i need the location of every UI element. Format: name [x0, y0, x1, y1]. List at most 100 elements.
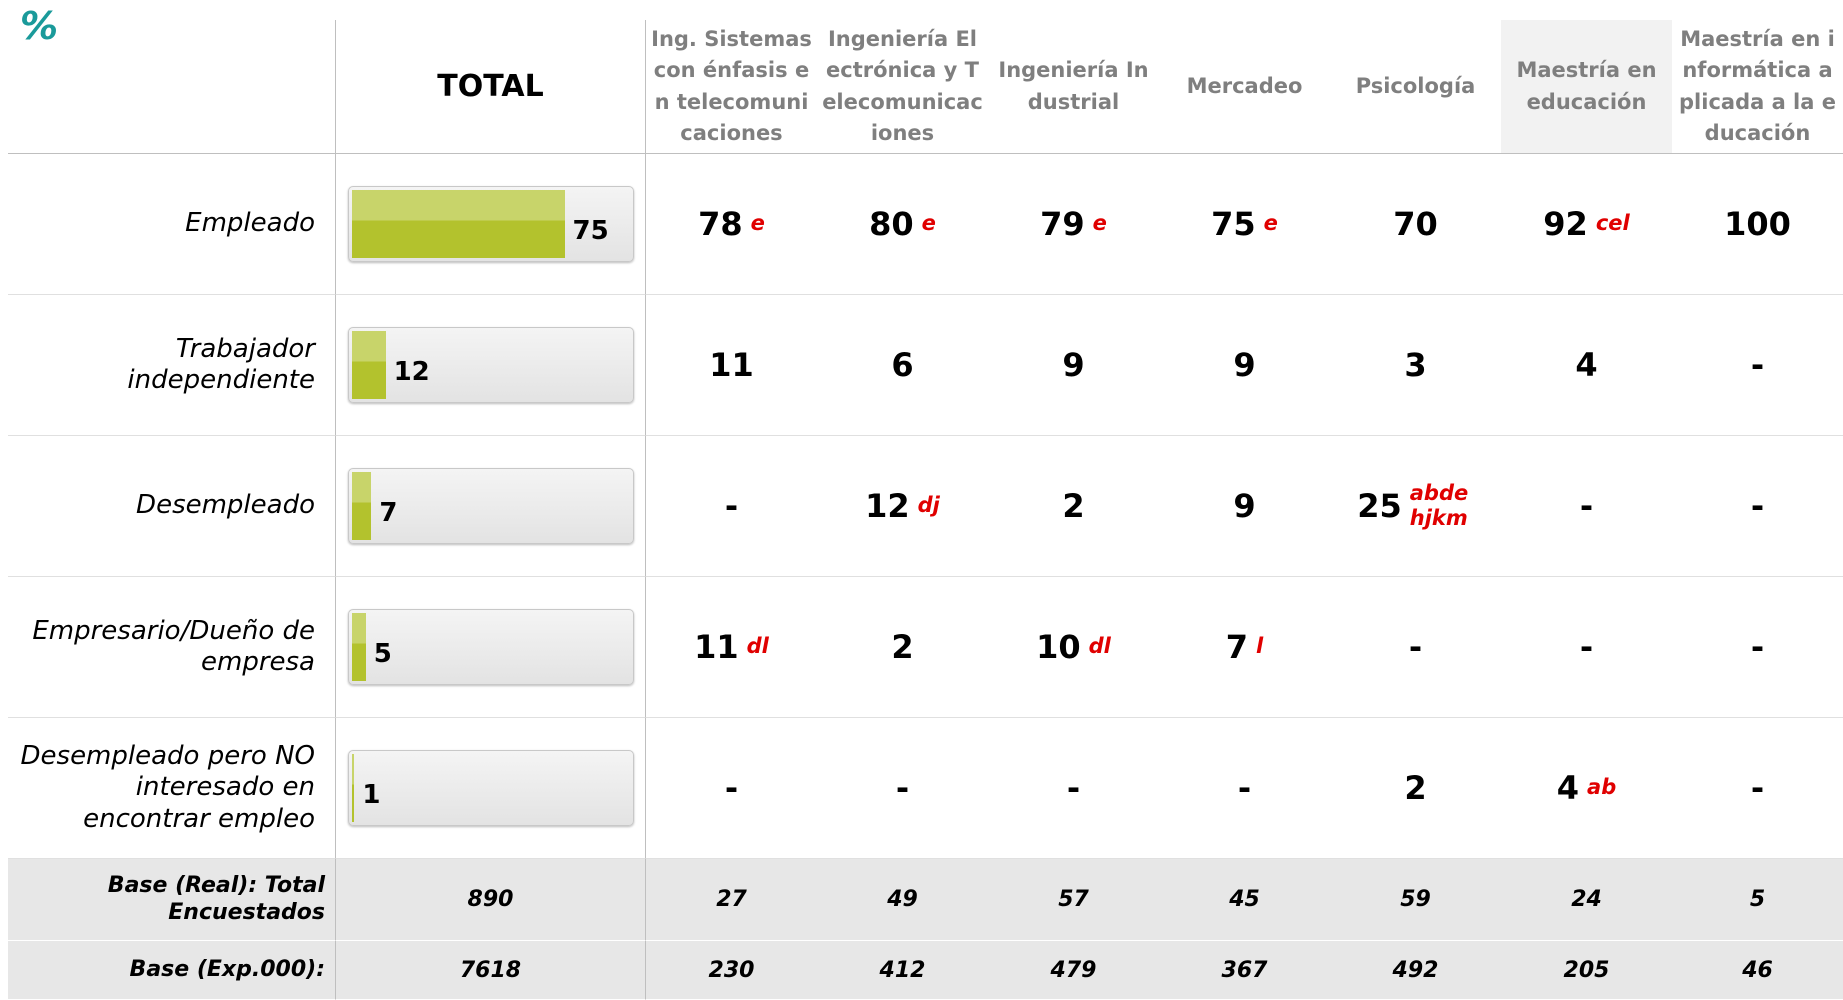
- bar: [351, 613, 366, 681]
- cell: -: [1672, 577, 1843, 718]
- significance: cel: [1595, 211, 1630, 236]
- cell-value: -: [1750, 487, 1765, 525]
- total-cell: 1: [336, 718, 646, 859]
- cell-value: 3: [1404, 346, 1427, 384]
- header-total: TOTAL: [336, 20, 646, 154]
- cell-value: 10: [1036, 628, 1081, 666]
- cell-value: 92: [1543, 205, 1588, 243]
- cell-value: 9: [1233, 487, 1256, 525]
- cell-value: -: [1750, 769, 1765, 807]
- cell: 75 e: [1159, 154, 1330, 295]
- cell: 78 e: [646, 154, 817, 295]
- cell: 10 dl: [988, 577, 1159, 718]
- base-value: 46: [1672, 941, 1843, 1000]
- column-header: Maestría en educación: [1501, 20, 1672, 154]
- cell: -: [1501, 436, 1672, 577]
- significance: e: [921, 211, 936, 236]
- cell-value: 2: [1062, 487, 1085, 525]
- cell: -: [1330, 577, 1501, 718]
- cell: -: [646, 436, 817, 577]
- significance: e: [1263, 211, 1278, 236]
- cell-value: -: [1408, 628, 1423, 666]
- bar: [351, 754, 355, 822]
- cell-value: 79: [1040, 205, 1085, 243]
- cell-value: -: [895, 769, 910, 807]
- cell: 11: [646, 295, 817, 436]
- cell-value: 11: [709, 346, 754, 384]
- column-header: Ing. Sistemas con énfasis en telecomunic…: [646, 20, 817, 154]
- cell-value: -: [724, 769, 739, 807]
- cell: 25 abde hjkm: [1330, 436, 1501, 577]
- cell-value: -: [1066, 769, 1081, 807]
- base-value: 27: [646, 859, 817, 941]
- significance: l: [1256, 634, 1264, 659]
- cell-value: 9: [1062, 346, 1085, 384]
- base-value: 24: [1501, 859, 1672, 941]
- header-blank: [8, 20, 336, 154]
- cell: -: [988, 718, 1159, 859]
- row-label: Desempleado: [8, 436, 336, 577]
- cell-value: 70: [1393, 205, 1438, 243]
- base-total: 890: [336, 859, 646, 941]
- cell: 6: [817, 295, 988, 436]
- significance: dl: [746, 634, 769, 659]
- base-value: 205: [1501, 941, 1672, 1000]
- cell: 2: [817, 577, 988, 718]
- cell-value: 2: [1404, 769, 1427, 807]
- base-value: 230: [646, 941, 817, 1000]
- cell-value: -: [1237, 769, 1252, 807]
- cell: 70: [1330, 154, 1501, 295]
- cell-value: -: [1750, 346, 1765, 384]
- results-table: TOTAL Ing. Sistemas con énfasis en teleco…: [8, 20, 1843, 1000]
- column-header: Mercadeo: [1159, 20, 1330, 154]
- cell: 9: [1159, 436, 1330, 577]
- row-label: Trabajador independiente: [8, 295, 336, 436]
- base-value: 45: [1159, 859, 1330, 941]
- cell: 9: [988, 295, 1159, 436]
- cell-value: 25: [1357, 487, 1402, 525]
- cell: 12 dj: [817, 436, 988, 577]
- cell: -: [1672, 718, 1843, 859]
- cell-value: -: [1750, 628, 1765, 666]
- cell-value: 6: [891, 346, 914, 384]
- bar-value: 5: [373, 639, 392, 669]
- base-value: 57: [988, 859, 1159, 941]
- cell: -: [817, 718, 988, 859]
- significance: e: [750, 211, 765, 236]
- row-label: Desempleado pero NO interesado en encont…: [8, 718, 336, 859]
- significance: dj: [917, 493, 940, 518]
- column-header: Ingeniería Electrónica y Telecomunicacio…: [817, 20, 988, 154]
- cell-value: 78: [698, 205, 743, 243]
- cell: 3: [1330, 295, 1501, 436]
- cell-value: 80: [869, 205, 914, 243]
- base-value: 412: [817, 941, 988, 1000]
- cell: 11 dl: [646, 577, 817, 718]
- total-cell: 12: [336, 295, 646, 436]
- cell: 2: [988, 436, 1159, 577]
- base-value: 479: [988, 941, 1159, 1000]
- bar: [351, 472, 372, 540]
- cell: -: [1159, 718, 1330, 859]
- base-value: 5: [1672, 859, 1843, 941]
- total-cell: 7: [336, 436, 646, 577]
- cell-value: 75: [1211, 205, 1256, 243]
- base-value: 367: [1159, 941, 1330, 1000]
- bar: [351, 331, 386, 399]
- bar-track: 7: [347, 468, 634, 544]
- cell: 2: [1330, 718, 1501, 859]
- significance: dl: [1088, 634, 1111, 659]
- bar-track: 12: [347, 327, 634, 403]
- bar-value: 75: [572, 216, 609, 246]
- significance: abde hjkm: [1409, 480, 1469, 530]
- cell: 9: [1159, 295, 1330, 436]
- bar-value: 1: [362, 780, 381, 810]
- cell: 100: [1672, 154, 1843, 295]
- row-label: Empleado: [8, 154, 336, 295]
- bar-track: 5: [347, 609, 634, 685]
- column-header: Ingeniería Industrial: [988, 20, 1159, 154]
- cell-value: -: [724, 487, 739, 525]
- bar-track: 75: [347, 186, 634, 262]
- row-label: Empresario/Dueño de empresa: [8, 577, 336, 718]
- cell: 79 e: [988, 154, 1159, 295]
